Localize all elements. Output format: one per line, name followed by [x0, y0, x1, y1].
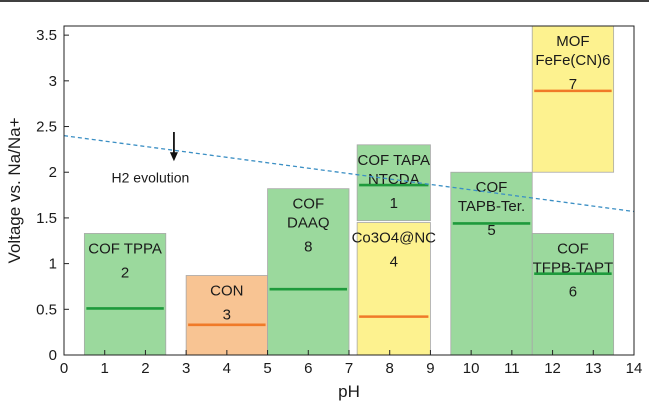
box-8-id: 8	[304, 239, 312, 256]
box-5-title-line-1: TAPB-Ter.	[458, 198, 525, 215]
box-6-title-line-0: COF	[557, 240, 589, 257]
h2-evolution-line	[63, 135, 635, 213]
x-tick-label-2: 2	[141, 360, 149, 377]
x-tick-label-14: 14	[626, 360, 643, 377]
x-tick-label-8: 8	[386, 360, 394, 377]
box-2-id: 2	[121, 264, 129, 281]
x-tick-label-11: 11	[504, 360, 520, 377]
h2-evolution-layer: H2 evolution	[63, 132, 635, 213]
box-7-title-line-0: MOF	[556, 33, 589, 50]
box-2: COF TPPA 2	[83, 233, 167, 356]
y-tick-label-0: 0	[49, 347, 57, 364]
y-tick-label-2.5: 2.5	[36, 119, 57, 136]
x-tick-label-10: 10	[463, 360, 480, 377]
x-tick-label-12: 12	[544, 360, 561, 377]
box-6-rect	[531, 233, 615, 356]
box-7: MOF FeFe(CN)6 7	[531, 25, 615, 173]
y-tick-label-3.5: 3.5	[36, 27, 57, 44]
box-4-title-line-0: Co3O4@NC	[352, 229, 437, 246]
box-6: COF TFPB-TAPT 6	[531, 233, 615, 356]
h2-evolution-label: H2 evolution	[112, 170, 190, 186]
h2-arrow-head	[169, 152, 178, 162]
box-8-title-line-0: COF	[292, 196, 324, 213]
box-8-rect	[267, 188, 350, 356]
x-tick-label-5: 5	[263, 360, 271, 377]
y-tick-label-2: 2	[49, 164, 57, 181]
x-tick-label-6: 6	[304, 360, 312, 377]
box-8: COF DAAQ 8	[267, 188, 350, 356]
box-3-id: 3	[223, 306, 231, 323]
box-7-title-line-1: FeFe(CN)6	[535, 52, 610, 69]
x-tick-label-9: 9	[426, 360, 434, 377]
x-tick-label-3: 3	[182, 360, 190, 377]
x-tick-label-4: 4	[223, 360, 231, 377]
y-tick-label-1: 1	[49, 256, 57, 273]
box-1-title-line-0: COF TAPA	[358, 152, 431, 169]
box-4: Co3O4@NC 4	[352, 222, 437, 356]
y-tick-label-0.5: 0.5	[36, 301, 57, 318]
box-7-rect	[531, 25, 615, 173]
box-3-title-line-0: CON	[210, 282, 243, 299]
box-8-title-line-1: DAAQ	[287, 215, 330, 232]
box-1-id: 1	[390, 195, 398, 212]
y-axis-title: Voltage vs. Na/Na+	[5, 117, 24, 263]
x-tick-label-0: 0	[60, 360, 68, 377]
x-axis-title: pH	[338, 382, 360, 401]
box-5-id: 5	[487, 222, 495, 239]
box-3-rect	[185, 275, 268, 356]
box-6-id: 6	[569, 283, 577, 300]
box-1: COF TAPANTCDA1	[356, 144, 431, 222]
box-6-title-line-1: TFPB-TAPT	[533, 259, 614, 276]
y-tick-label-3: 3	[49, 73, 57, 90]
box-4-id: 4	[390, 253, 398, 270]
box-3: CON 3	[185, 275, 268, 356]
x-tick-label-1: 1	[101, 360, 109, 377]
x-tick-label-13: 13	[585, 360, 602, 377]
y-tick-label-1.5: 1.5	[36, 210, 57, 227]
box-7-id: 7	[569, 76, 577, 93]
x-tick-label-7: 7	[345, 360, 353, 377]
box-2-title-line-0: COF TPPA	[88, 240, 162, 257]
box-4-rect	[356, 222, 431, 356]
